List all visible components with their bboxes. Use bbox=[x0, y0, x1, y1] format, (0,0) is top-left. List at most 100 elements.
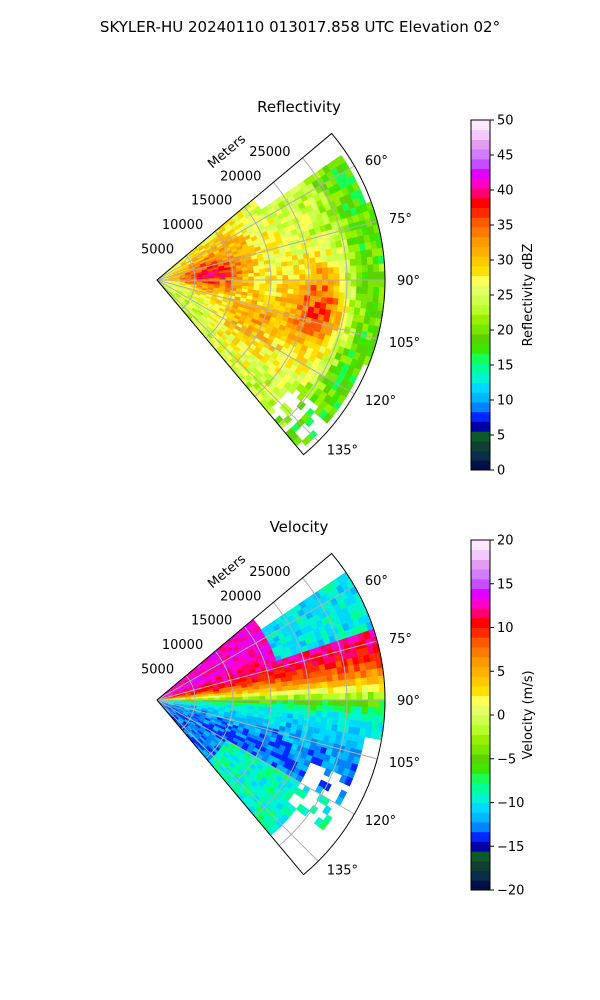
radar-cell bbox=[188, 684, 195, 689]
radar-cell bbox=[330, 247, 339, 256]
radar-cell bbox=[336, 724, 344, 734]
radar-cell bbox=[328, 736, 336, 745]
radar-cell bbox=[210, 233, 218, 240]
radar-cell bbox=[348, 251, 356, 261]
colorbar-segment bbox=[471, 734, 490, 745]
radar-cell bbox=[194, 250, 201, 256]
radar-cell bbox=[338, 712, 346, 721]
radar-cell bbox=[205, 715, 212, 720]
radar-cell bbox=[236, 245, 244, 251]
radar-cell bbox=[212, 711, 219, 716]
radar-cell bbox=[182, 264, 189, 269]
colorbar-segment bbox=[471, 353, 490, 364]
radar-cell bbox=[192, 248, 199, 254]
radar-cell bbox=[225, 272, 232, 276]
radar-cell bbox=[199, 680, 206, 685]
radar-cell bbox=[210, 329, 217, 336]
radar-cell bbox=[245, 327, 254, 335]
radar-cell bbox=[364, 728, 372, 739]
radar-cell bbox=[350, 229, 359, 240]
radar-cell bbox=[172, 691, 179, 695]
radar-cell bbox=[183, 710, 190, 715]
radar-cell bbox=[212, 307, 219, 313]
radar-cell bbox=[264, 687, 272, 693]
radar-cell bbox=[193, 714, 200, 719]
radar-cell bbox=[162, 698, 169, 700]
radar-cell bbox=[336, 246, 344, 256]
radar-cell bbox=[203, 720, 210, 726]
radar-cell bbox=[227, 314, 235, 321]
radar-cell bbox=[290, 723, 298, 731]
radar-cell bbox=[178, 725, 185, 731]
radar-cell bbox=[162, 702, 168, 705]
radar-cell bbox=[161, 283, 167, 288]
radar-cell bbox=[201, 267, 208, 271]
radar-cell bbox=[221, 674, 228, 680]
radar-cell bbox=[274, 296, 282, 303]
radar-cell bbox=[259, 692, 266, 697]
radar-cell bbox=[199, 262, 207, 267]
radar-cell bbox=[219, 249, 227, 255]
radar-cell bbox=[269, 711, 277, 718]
radar-cell bbox=[337, 298, 345, 307]
radar-cell bbox=[237, 642, 245, 649]
radar-cell bbox=[211, 295, 218, 300]
radar-cell bbox=[184, 272, 192, 276]
radar-cell bbox=[240, 660, 248, 667]
radar-cell bbox=[253, 272, 260, 277]
radar-cell bbox=[225, 305, 233, 311]
colorbar-segment bbox=[471, 559, 490, 570]
radar-cell bbox=[218, 234, 226, 241]
radar-cell bbox=[208, 281, 215, 285]
radar-cell bbox=[373, 699, 380, 709]
radar-cell bbox=[211, 763, 219, 771]
radar-cell bbox=[172, 705, 179, 709]
radar-cell bbox=[204, 258, 211, 263]
radar-cell bbox=[223, 322, 230, 329]
radar-cell bbox=[286, 293, 294, 300]
radar-cell bbox=[337, 718, 345, 727]
radar-cell bbox=[310, 290, 317, 298]
radar-cell bbox=[177, 289, 184, 293]
radar-cell bbox=[198, 246, 205, 252]
radar-cell bbox=[318, 728, 326, 737]
radar-cell bbox=[228, 242, 236, 248]
radar-cell bbox=[259, 268, 266, 274]
radar-cell bbox=[350, 272, 357, 281]
radar-cell bbox=[197, 257, 205, 262]
colorbar-segment bbox=[471, 608, 490, 619]
radar-cell bbox=[178, 286, 185, 290]
radar-cell bbox=[257, 223, 266, 231]
radar-cell bbox=[329, 730, 338, 739]
radar-cell bbox=[279, 252, 287, 259]
radar-cell bbox=[214, 753, 221, 760]
radar-cell bbox=[313, 816, 324, 828]
radar-cell bbox=[314, 226, 322, 235]
radar-cell bbox=[212, 289, 220, 294]
radar-cell bbox=[242, 702, 249, 707]
radar-cell bbox=[304, 390, 315, 400]
radar-cell bbox=[270, 287, 277, 293]
radar-cell bbox=[293, 269, 300, 276]
radar-cell bbox=[320, 716, 328, 725]
radar-cell bbox=[213, 249, 220, 255]
radar-cell bbox=[162, 698, 169, 700]
radar-cell bbox=[217, 292, 225, 297]
radar-cell bbox=[221, 324, 229, 331]
radar-cell bbox=[204, 235, 212, 242]
radar-cell bbox=[313, 665, 321, 673]
radar-cell bbox=[367, 264, 374, 274]
radar-cell bbox=[183, 720, 189, 726]
azimuth-gridline bbox=[156, 220, 378, 281]
radar-cell bbox=[200, 712, 207, 717]
radar-cell bbox=[205, 295, 212, 300]
radar-cell bbox=[320, 296, 328, 305]
radar-cell bbox=[169, 291, 175, 297]
radar-cell bbox=[230, 667, 238, 673]
radar-cell bbox=[305, 694, 312, 701]
radar-cell bbox=[355, 257, 363, 267]
radar-cell bbox=[299, 699, 306, 706]
radar-cell bbox=[178, 286, 185, 290]
radar-cell bbox=[240, 745, 249, 752]
radar-cell bbox=[206, 325, 213, 332]
